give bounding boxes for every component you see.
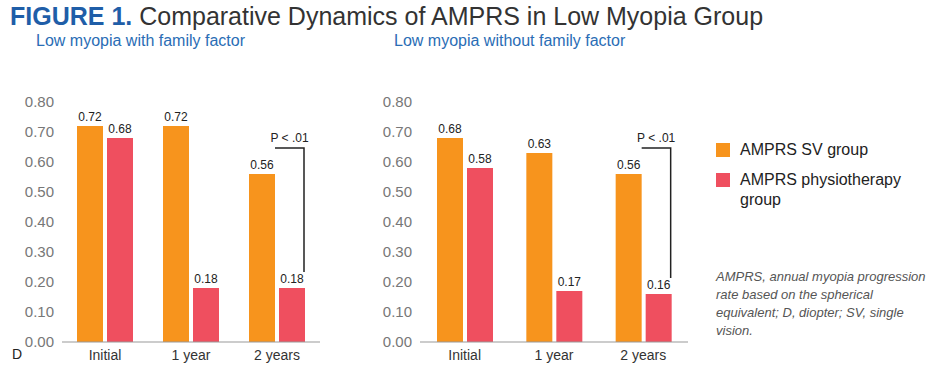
svg-text:0.00: 0.00 bbox=[383, 333, 412, 350]
svg-text:Initial: Initial bbox=[448, 347, 481, 363]
svg-text:0.40: 0.40 bbox=[383, 213, 412, 230]
html-text:AMPRS, annual myopia progressi: AMPRS, annual myopia progression rate ba… bbox=[716, 269, 926, 338]
svg-text:1 year: 1 year bbox=[535, 347, 574, 363]
html-text:AMPRS SV group: AMPRS SV group bbox=[740, 141, 869, 158]
svg-text:0.50: 0.50 bbox=[25, 183, 54, 200]
svg-text:0.80: 0.80 bbox=[383, 93, 412, 110]
html-text:AMPRS physiotherapy group: AMPRS physiotherapy group bbox=[740, 171, 901, 208]
svg-text:P < .01: P < .01 bbox=[637, 131, 675, 145]
html-text:D: D bbox=[12, 346, 23, 362]
svg-text:1 year: 1 year bbox=[172, 347, 211, 363]
svg-text:0.16: 0.16 bbox=[647, 278, 671, 292]
svg-text:0.20: 0.20 bbox=[25, 273, 54, 290]
svg-text:0.00: 0.00 bbox=[25, 333, 54, 350]
svg-text:0.68: 0.68 bbox=[438, 122, 462, 136]
svg-text:0.10: 0.10 bbox=[383, 303, 412, 320]
svg-text:Initial: Initial bbox=[89, 347, 122, 363]
svg-text:0.60: 0.60 bbox=[383, 153, 412, 170]
svg-text:0.56: 0.56 bbox=[617, 158, 641, 172]
svg-text:0.60: 0.60 bbox=[25, 153, 54, 170]
svg-text:0.10: 0.10 bbox=[25, 303, 54, 320]
svg-text:0.30: 0.30 bbox=[383, 243, 412, 260]
svg-text:P < .01: P < .01 bbox=[270, 131, 308, 145]
svg-text:0.30: 0.30 bbox=[25, 243, 54, 260]
svg-text:0.18: 0.18 bbox=[280, 272, 304, 286]
html-text:Low myopia without family fact: Low myopia without family factor bbox=[394, 32, 626, 49]
html-text:Low myopia with family factor: Low myopia with family factor bbox=[36, 32, 245, 49]
svg-text:0.80: 0.80 bbox=[25, 93, 54, 110]
svg-text:0.72: 0.72 bbox=[164, 110, 188, 124]
svg-text:0.68: 0.68 bbox=[108, 122, 132, 136]
svg-text:0.58: 0.58 bbox=[468, 152, 492, 166]
svg-text:0.40: 0.40 bbox=[25, 213, 54, 230]
html-text:FIGURE 1. Comparative Dynamics: FIGURE 1. Comparative Dynamics of AMPRS … bbox=[10, 2, 764, 30]
svg-text:0.70: 0.70 bbox=[383, 123, 412, 140]
svg-text:0.20: 0.20 bbox=[383, 273, 412, 290]
svg-text:2 years: 2 years bbox=[254, 347, 300, 363]
svg-text:0.72: 0.72 bbox=[78, 110, 102, 124]
svg-text:0.50: 0.50 bbox=[383, 183, 412, 200]
svg-text:0.70: 0.70 bbox=[25, 123, 54, 140]
svg-text:2 years: 2 years bbox=[620, 347, 666, 363]
svg-text:0.18: 0.18 bbox=[194, 272, 218, 286]
svg-text:0.56: 0.56 bbox=[250, 158, 274, 172]
svg-text:0.17: 0.17 bbox=[558, 275, 582, 289]
svg-text:0.63: 0.63 bbox=[528, 137, 552, 151]
